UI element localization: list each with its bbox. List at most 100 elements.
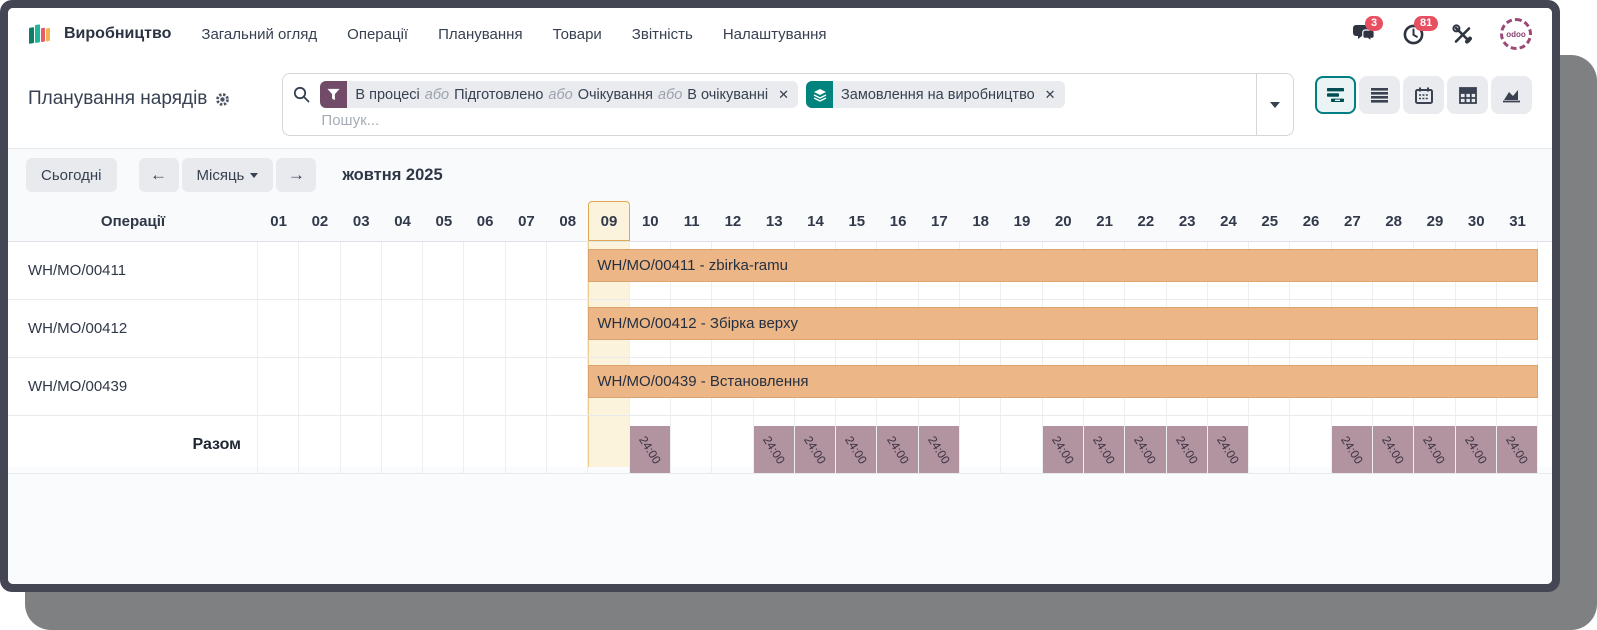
day-header-21[interactable]: 21 xyxy=(1096,212,1113,230)
day-header-13[interactable]: 13 xyxy=(765,212,783,230)
total-grid-cell xyxy=(506,416,548,473)
gantt-cell[interactable] xyxy=(299,300,341,357)
search-dropdown-toggle[interactable] xyxy=(1256,74,1293,135)
gantt-cell[interactable] xyxy=(258,358,300,415)
day-header-15[interactable]: 15 xyxy=(848,212,866,230)
gantt-cell[interactable] xyxy=(299,358,341,415)
day-header-11[interactable]: 11 xyxy=(683,212,700,230)
messages-badge: 3 xyxy=(1365,16,1384,31)
search-input[interactable] xyxy=(293,112,1247,129)
gantt-cell[interactable] xyxy=(382,358,424,415)
total-grid-cell: 24:00 xyxy=(1083,416,1126,473)
scale-dropdown[interactable]: Місяць xyxy=(181,158,274,192)
day-header-05[interactable]: 05 xyxy=(435,212,453,230)
gantt-cell[interactable] xyxy=(506,242,548,299)
view-pivot-button[interactable] xyxy=(1447,76,1488,114)
user-avatar[interactable]: odoo xyxy=(1500,18,1532,50)
manufacturing-app-icon[interactable] xyxy=(28,22,54,46)
day-header-10[interactable]: 10 xyxy=(641,212,659,230)
activities-button[interactable]: 81 xyxy=(1402,16,1439,45)
day-header-03[interactable]: 03 xyxy=(352,212,370,230)
gantt-cell[interactable] xyxy=(464,300,506,357)
day-header-01[interactable]: 01 xyxy=(270,212,287,230)
day-header-24[interactable]: 24 xyxy=(1220,212,1237,230)
next-period-button[interactable]: → xyxy=(276,158,317,192)
page-title: Планування нарядів xyxy=(28,88,230,110)
gantt-cell[interactable] xyxy=(299,242,341,299)
filter-chip-status-remove[interactable]: ✕ xyxy=(778,86,790,102)
total-grid-cell: 24:00 xyxy=(1414,416,1456,473)
total-grid-cell: 24:00 xyxy=(1373,416,1415,473)
view-calendar-button[interactable] xyxy=(1403,76,1444,114)
total-grid-cell xyxy=(1001,416,1043,473)
gantt-cell[interactable] xyxy=(464,242,506,299)
day-header-26[interactable]: 26 xyxy=(1302,212,1320,230)
gantt-cell[interactable] xyxy=(258,300,300,357)
day-header-18[interactable]: 18 xyxy=(972,212,990,230)
day-header-04[interactable]: 04 xyxy=(394,212,411,230)
day-header-14[interactable]: 14 xyxy=(807,212,824,230)
gantt-cell[interactable] xyxy=(423,358,465,415)
day-header-22[interactable]: 22 xyxy=(1137,212,1155,230)
messages-button[interactable]: 3 xyxy=(1353,16,1384,45)
gantt-cell[interactable] xyxy=(382,242,424,299)
day-header-09[interactable]: 09 xyxy=(588,201,630,241)
today-button[interactable]: Сьогодні xyxy=(26,158,117,192)
gantt-cell[interactable] xyxy=(506,358,548,415)
gantt-bar[interactable]: WH/MO/00439 - Встановлення xyxy=(588,365,1539,398)
day-header-06[interactable]: 06 xyxy=(476,212,494,230)
gantt-cell[interactable] xyxy=(423,242,465,299)
gantt-cell[interactable] xyxy=(382,300,424,357)
gantt-cell[interactable] xyxy=(423,300,465,357)
gantt-first-column-header: Операції xyxy=(100,212,166,230)
gantt-cell[interactable] xyxy=(341,242,382,299)
gantt-cell[interactable] xyxy=(506,300,548,357)
empty-area xyxy=(8,467,1552,584)
prev-period-button[interactable]: ← xyxy=(138,158,179,192)
day-header-20[interactable]: 20 xyxy=(1054,212,1072,230)
view-gantt-button[interactable] xyxy=(1315,76,1356,114)
gantt-cell[interactable] xyxy=(547,242,589,299)
day-header-16[interactable]: 16 xyxy=(889,212,907,230)
day-header-08[interactable]: 08 xyxy=(559,212,577,230)
menu-operations[interactable]: Операції xyxy=(347,25,409,43)
gantt-bar[interactable]: WH/MO/00411 - zbirka-ramu xyxy=(588,249,1539,282)
menu-reporting[interactable]: Звітність xyxy=(631,25,693,43)
view-list-button[interactable] xyxy=(1359,76,1400,114)
period-nav-group: ← Місяць → xyxy=(138,158,317,192)
menu-products[interactable]: Товари xyxy=(552,25,602,43)
total-grid-cell xyxy=(341,416,382,473)
gantt-cell[interactable] xyxy=(258,242,300,299)
gear-icon[interactable] xyxy=(215,92,230,107)
gantt-bar[interactable]: WH/MO/00412 - Збірка верху xyxy=(588,307,1539,340)
day-header-07[interactable]: 07 xyxy=(518,212,535,230)
menu-overview[interactable]: Загальний огляд xyxy=(201,25,318,43)
gantt-cell[interactable] xyxy=(547,300,589,357)
app-name[interactable]: Виробництво xyxy=(64,25,172,42)
day-header-23[interactable]: 23 xyxy=(1178,212,1196,230)
search-facets: В процесі або Підготовлено або Очікування або… xyxy=(293,81,1246,108)
day-header-25[interactable]: 25 xyxy=(1261,212,1279,230)
day-header-31[interactable]: 31 xyxy=(1509,212,1526,230)
row-label: WH/MO/00439 xyxy=(8,358,258,415)
menu-settings[interactable]: Налаштування xyxy=(722,25,827,43)
filter-chip-groupby-remove[interactable]: ✕ xyxy=(1044,86,1056,102)
day-header-30[interactable]: 30 xyxy=(1467,212,1485,230)
search-icon xyxy=(294,86,310,103)
menu-planning[interactable]: Планування xyxy=(438,25,523,43)
day-header-17[interactable]: 17 xyxy=(931,212,948,230)
day-header-29[interactable]: 29 xyxy=(1426,212,1444,230)
day-header-19[interactable]: 19 xyxy=(1013,212,1031,230)
view-graph-button[interactable] xyxy=(1491,76,1532,114)
navbar: Виробництво Загальний огляд Операції Пла… xyxy=(8,8,1552,60)
developer-tools-button[interactable] xyxy=(1451,23,1473,45)
gantt-cell[interactable] xyxy=(464,358,506,415)
day-header-02[interactable]: 02 xyxy=(311,212,329,230)
day-header-27[interactable]: 27 xyxy=(1344,212,1361,230)
day-header-28[interactable]: 28 xyxy=(1385,212,1402,230)
gantt-cell[interactable] xyxy=(547,358,589,415)
day-header-12[interactable]: 12 xyxy=(724,212,742,230)
gantt-cell[interactable] xyxy=(341,300,382,357)
gantt-cell[interactable] xyxy=(341,358,382,415)
